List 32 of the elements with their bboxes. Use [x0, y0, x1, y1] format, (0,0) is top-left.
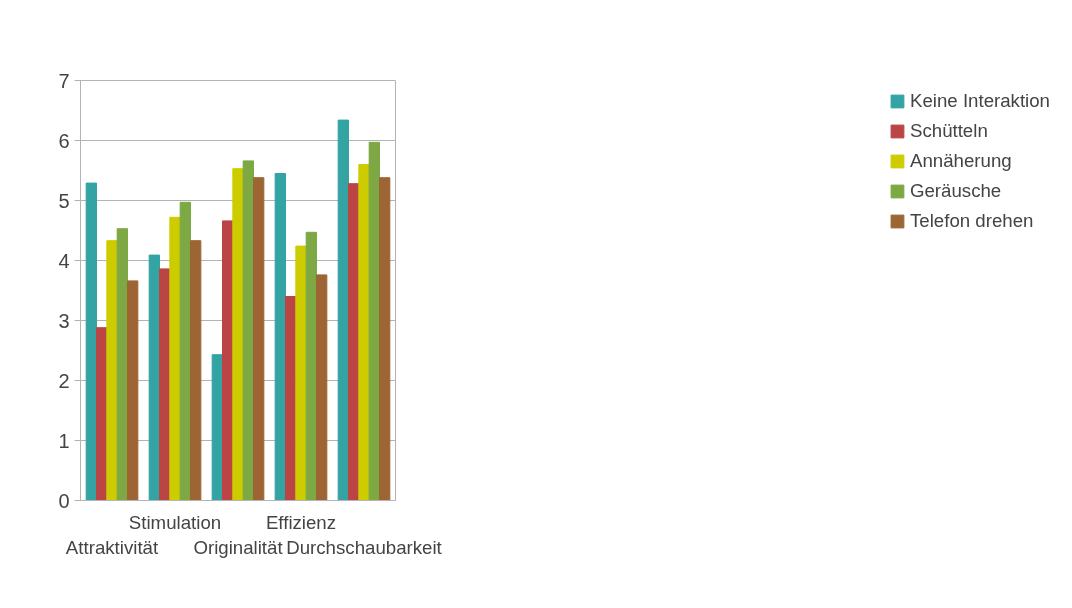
- y-tick-label: 7: [58, 69, 70, 92]
- y-tick-label: 6: [58, 129, 70, 152]
- bar: [169, 216, 181, 501]
- legend-label: Telefon drehen: [909, 210, 1034, 232]
- bar: [127, 280, 139, 501]
- bar: [358, 164, 370, 501]
- x-tick-label: Originalität: [193, 536, 284, 558]
- x-tick-label: Effizienz: [265, 511, 337, 533]
- y-tick-label: 2: [58, 369, 70, 392]
- y-tick-label: 4: [58, 249, 70, 272]
- y-tick-label: 0: [58, 489, 70, 512]
- legend-label: Schütteln: [909, 120, 988, 142]
- bar: [106, 240, 118, 501]
- x-tick-label: Durchschaubarkeit: [286, 536, 443, 558]
- bar: [116, 228, 128, 501]
- legend-label: Keine Interaktion: [909, 90, 1050, 112]
- bar: [274, 173, 286, 501]
- legend-label: Annäherung: [909, 150, 1012, 172]
- bar: [337, 119, 349, 501]
- bar: [232, 168, 244, 501]
- y-tick-label: 5: [58, 189, 70, 212]
- y-tick-label: 1: [58, 429, 70, 452]
- bar: [85, 182, 97, 501]
- bar: [379, 177, 391, 501]
- y-tick-label: 3: [58, 309, 70, 332]
- x-tick-label: Stimulation: [128, 511, 222, 533]
- legend-label: Geräusche: [909, 180, 1002, 202]
- bar: [295, 245, 307, 501]
- bar: [253, 177, 265, 501]
- bar: [190, 240, 202, 501]
- bar: [316, 274, 328, 501]
- x-tick-label: Attraktivität: [65, 536, 159, 558]
